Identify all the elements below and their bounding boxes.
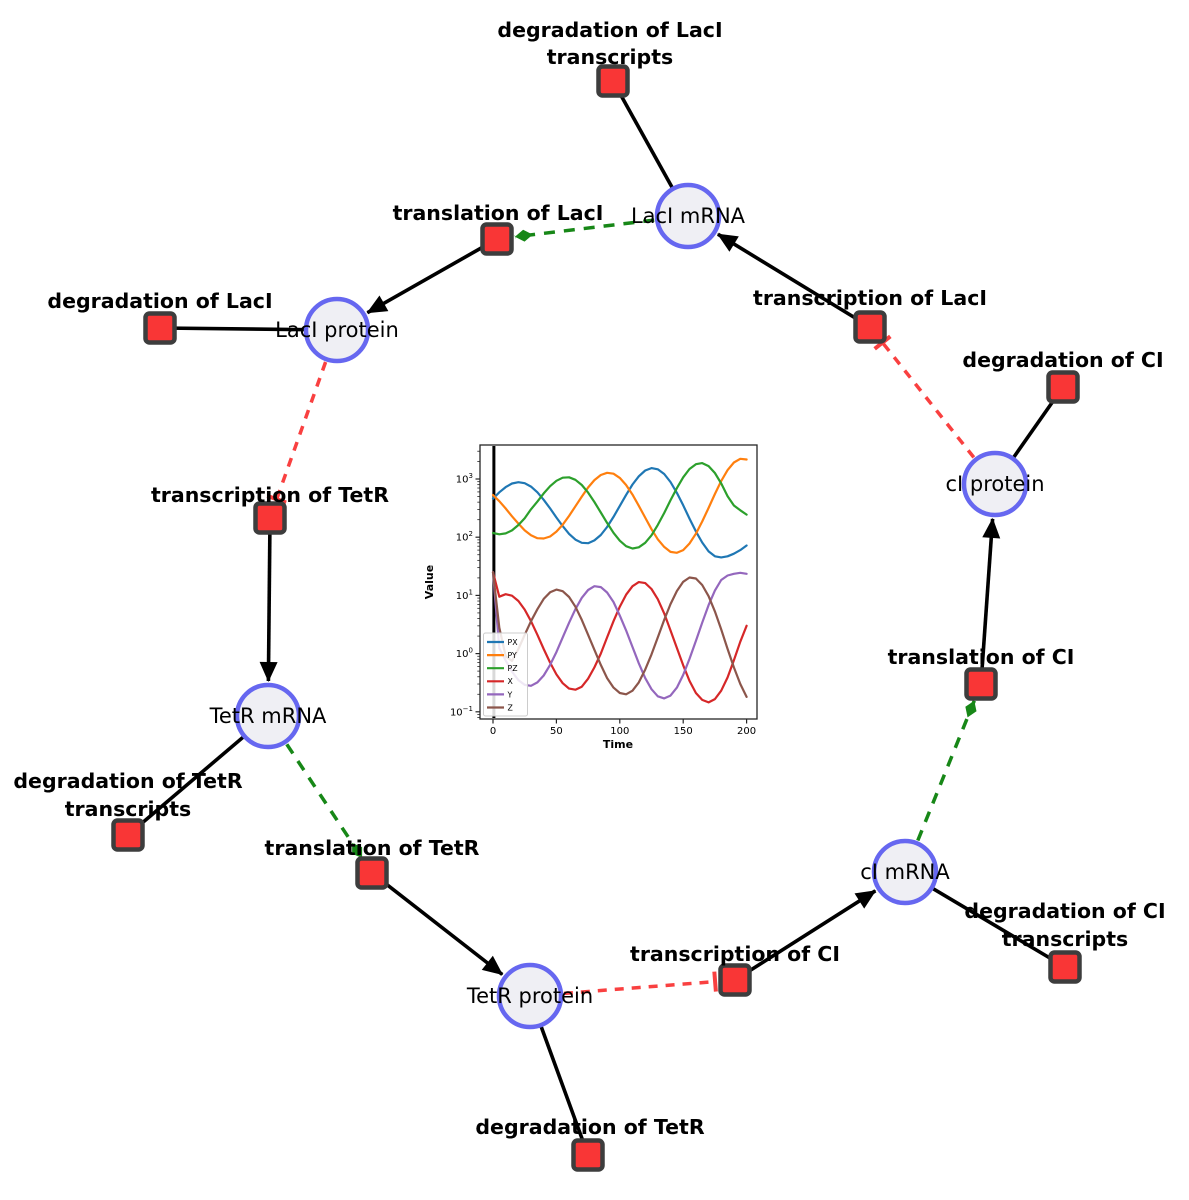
reaction-node-degradation-tetr-transcripts [111,818,145,852]
y-axis-label: Value [423,565,436,599]
reaction-label: translation of TetR [265,836,480,860]
species-node-tetr-mrna [234,682,302,750]
y-tick-label: 10−1 [450,705,473,719]
chart-series-PZ [491,462,748,550]
edge-transcription-tetr-to-tetr-mrna [259,517,278,682]
edge-translation-ci-to-ci-protein [979,517,1001,685]
x-tick-label: 150 [674,726,693,737]
reaction-node-degradation-laci [143,311,177,345]
species-node-laci-protein [303,296,371,364]
reaction-label: transcription of LacI [753,286,987,310]
species-label: TetR protein [466,984,593,1008]
x-tick-label: 100 [610,726,629,737]
edge-laci-protein-inhibits-transcription-tetr [266,361,328,505]
plot-frame [479,444,758,720]
reaction-label: translation of CI [888,645,1075,669]
reaction-label: degradation of TetR [475,1115,704,1139]
reaction-node-transcription-laci [853,310,887,344]
reaction-label: transcripts [1002,927,1129,951]
edge-ci-mrna-modifies-translation-ci [916,700,977,842]
inset-plot: 0 50 100 150 200 10−1 100 101 102 103 PX PY PZ XYZ [450,444,758,737]
chart-series-Z [491,571,748,699]
reaction-node-degradation-ci [1046,370,1080,404]
edge-tetr-mrna-modifies-translation-tetr [285,743,364,859]
edge-translation-laci-to-laci-protein [366,237,498,315]
legend-label-PY: PY [508,651,518,660]
edge-transcription-ci-to-ci-mrna [734,889,877,982]
legend-label-Z: Z [508,703,513,712]
legend-label-PX: PX [508,638,519,647]
edge-ci-protein-inhibits-transcription-laci [873,334,976,459]
y-tick-label: 102 [456,530,473,544]
species-node-laci-mrna [654,182,722,250]
species-label: TetR mRNA [209,704,327,728]
reaction-label: transcription of TetR [151,483,389,507]
legend-box [483,632,528,717]
species-node-ci-mrna [871,838,939,906]
reaction-label: translation of LacI [393,201,604,225]
x-tick-label: 0 [490,726,496,737]
reaction-node-transcription-tetr [253,501,287,535]
edge-transcription-laci-to-laci-mrna [716,232,871,329]
species-label: LacI protein [275,318,399,342]
reaction-label: degradation of LacI [47,289,272,313]
reaction-node-degradation-laci-transcripts [596,64,630,98]
reaction-node-degradation-ci-transcripts [1048,950,1082,984]
legend-label-X: X [508,677,514,686]
y-tick-label: 103 [456,472,473,486]
species-node-ci-protein [961,450,1029,518]
chart-series-Y [491,571,748,700]
reaction-node-translation-ci [964,667,998,701]
species-label: cI protein [945,472,1044,496]
edge-laci-mrna-modifies-translation-laci [514,218,655,242]
reaction-label: transcription of CI [630,942,840,966]
reaction-label: degradation of LacI [497,18,722,42]
species-node-tetr-protein [496,962,564,1030]
reaction-node-transcription-ci [718,963,752,997]
x-tick-label: 200 [737,726,756,737]
edge-translation-tetr-to-tetr-protein [370,871,504,976]
chart-series-PX [491,467,748,559]
reaction-label: transcripts [547,45,674,69]
legend-label-PZ: PZ [508,664,518,673]
reaction-node-translation-laci [480,222,514,256]
reaction-node-degradation-tetr [571,1138,605,1172]
labels-layer: LacI mRNA LacI protein TetR mRNA TetR pr… [13,18,1165,1139]
edges-layer [126,80,1066,1156]
reaction-label: degradation of TetR [13,769,242,793]
y-tick-label: 101 [456,588,473,602]
reaction-label: degradation of CI [964,899,1165,923]
edge-tetr-protein-inhibits-transcription-ci [563,971,718,996]
y-tick-label: 100 [456,647,473,661]
reactions-layer [111,64,1082,1172]
legend-label-Y: Y [507,690,513,699]
chart-series-PY [491,457,748,554]
x-axis-label: Time [603,738,633,751]
reaction-label: transcripts [65,797,192,821]
reaction-node-translation-tetr [355,856,389,890]
x-tick-label: 50 [550,726,563,737]
chart-series-X [491,571,748,704]
species-label: LacI mRNA [631,204,746,228]
species-layer [234,182,1029,1030]
reaction-label: degradation of CI [962,348,1163,372]
species-label: cI mRNA [860,860,950,884]
